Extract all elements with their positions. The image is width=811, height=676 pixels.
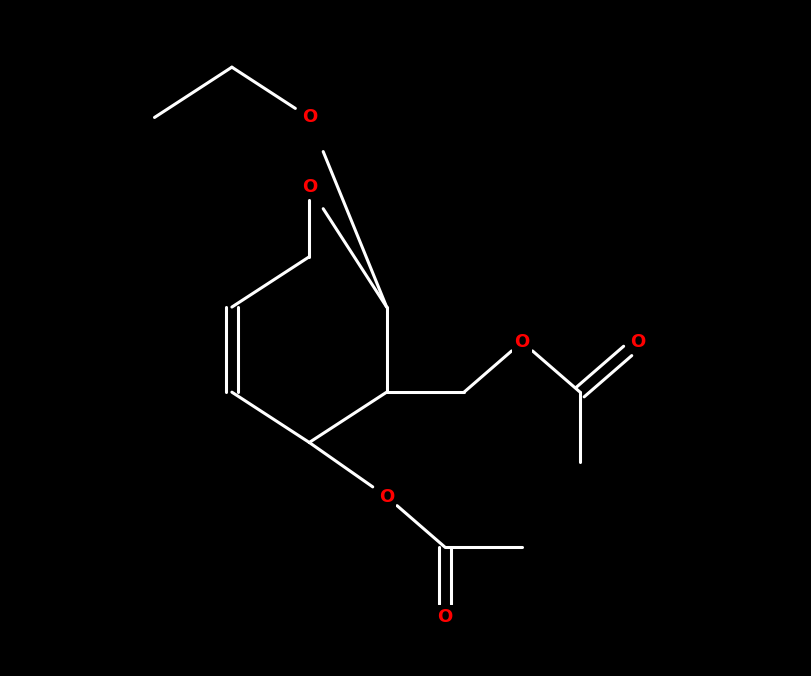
Text: O: O [630, 333, 645, 351]
Text: O: O [514, 333, 529, 351]
Text: O: O [301, 178, 316, 196]
Text: O: O [301, 108, 316, 126]
Text: O: O [436, 608, 452, 625]
Text: O: O [379, 487, 394, 506]
